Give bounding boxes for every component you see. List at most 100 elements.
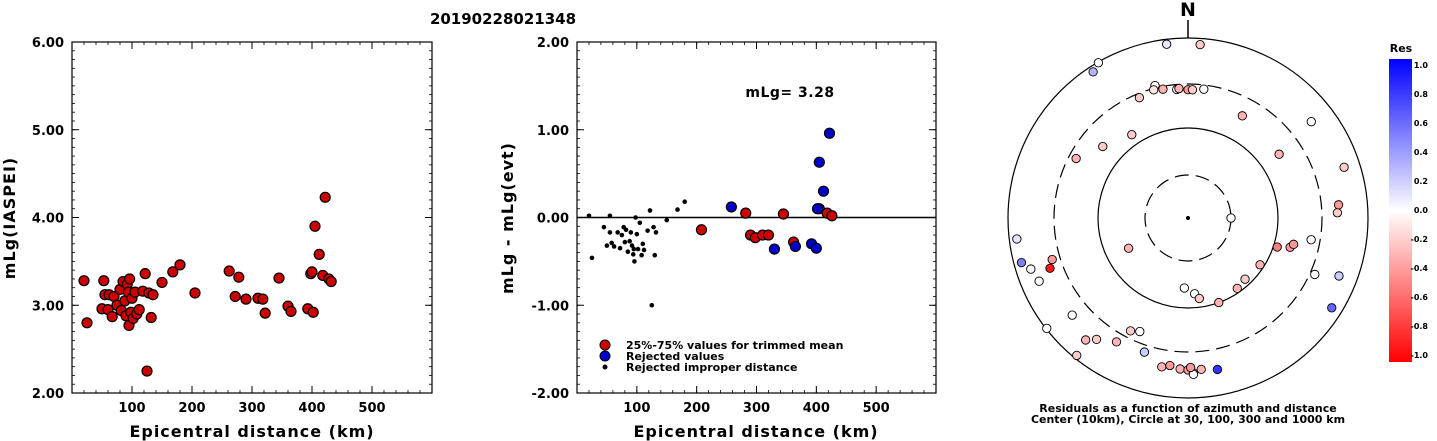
mid-rejected-point: [789, 240, 801, 253]
mid-improper-point: [607, 230, 613, 235]
left-used-point: [229, 290, 241, 303]
mid-improper-point: [589, 255, 595, 261]
polar-station-point: [1012, 234, 1022, 244]
mid-improper-point: [634, 231, 640, 237]
epicenter-marker: [1186, 216, 1190, 220]
mid-improper-point: [632, 259, 637, 264]
left-used-point: [78, 275, 90, 287]
left-used-point: [257, 293, 269, 305]
ring-300km: [1053, 83, 1323, 353]
mid-improper-point: [615, 230, 620, 235]
polar-station-point: [1149, 85, 1159, 95]
mid-improper-point: [629, 243, 635, 248]
polar-station-point: [1158, 84, 1168, 94]
left-used-point: [147, 289, 159, 301]
mid-rejected-point: [768, 243, 781, 255]
colorbar-tick-label: 0.4: [1414, 148, 1429, 157]
polar-station-point: [1194, 293, 1204, 304]
polar-station-point: [1310, 269, 1320, 280]
left-y-axis-label: mLg(IASPEI): [0, 157, 19, 279]
left-used-point: [240, 293, 252, 305]
mid-rejected-point: [817, 185, 830, 197]
polar-station-point: [1339, 162, 1349, 172]
mid-y-tick-label: -1.00: [532, 299, 569, 314]
left-x-tick-label: 500: [358, 401, 385, 416]
colorbar-tick-label: 0.2: [1414, 177, 1428, 186]
colorbar-title: Res: [1390, 42, 1413, 55]
polar-station-point: [1071, 153, 1081, 164]
mid-used-point: [777, 208, 790, 220]
left-y-tick-label: 2.00: [32, 387, 64, 402]
left-y-tick-label: 4.00: [32, 212, 64, 227]
mid-improper-point: [627, 238, 632, 244]
left-used-point: [325, 275, 337, 288]
mid-rejected-point: [823, 127, 836, 139]
mid-x-tick-label: 100: [623, 401, 650, 416]
mid-x-tick-label: 400: [803, 401, 830, 416]
mid-data-points: [586, 127, 838, 308]
left-x-axis-label: Epicentral distance (km): [129, 422, 374, 441]
polar-station-point: [1123, 243, 1134, 253]
polar-station-point: [1187, 85, 1198, 95]
mid-x-axis-label: Epicentral distance (km): [633, 422, 878, 441]
colorbar-tick-label: -1.0: [1411, 351, 1429, 360]
mid-improper-point: [586, 213, 592, 219]
mid-improper-point: [651, 224, 656, 230]
left-used-point: [285, 305, 297, 317]
polar-station-point: [1072, 350, 1082, 361]
north-label: N: [1180, 0, 1196, 21]
polar-station-point: [1026, 264, 1036, 274]
polar-station-point: [1067, 310, 1077, 320]
polar-station-point: [1334, 271, 1344, 281]
mid-y-axis-label: mLg - mLg(evt): [498, 142, 517, 294]
mid-improper-point: [633, 215, 638, 220]
mid-improper-point: [647, 208, 653, 213]
polar-station-point: [1081, 335, 1091, 345]
polar-station-point: [1134, 93, 1145, 103]
mid-rejected-point: [811, 203, 824, 215]
left-used-point: [124, 273, 136, 285]
polar-station-points: [1012, 39, 1349, 380]
residual-colorbar: Res 1.0 0.8 0.6 0.4 0.2 0.0 -0.2 -0.4 -0.6 -0.8 -1…: [1389, 42, 1428, 362]
legend: 25%-75% values for trimmed mean Rejected…: [599, 339, 843, 374]
colorbar-tick-label: 1.0: [1414, 61, 1429, 70]
mid-improper-point: [601, 224, 607, 230]
mid-improper-point: [639, 252, 644, 258]
left-used-point: [307, 306, 319, 318]
polar-station-point: [1127, 130, 1137, 140]
polar-station-point: [1272, 242, 1282, 252]
mid-used-point: [740, 207, 752, 219]
mid-used-point: [762, 229, 775, 241]
mid-improper-point: [664, 217, 670, 223]
mid-improper-point: [635, 246, 641, 252]
left-plot-frame: [71, 41, 433, 394]
polar-station-point: [1333, 200, 1344, 210]
mid-x-tick-label: 200: [683, 401, 710, 416]
mid-improper-point: [619, 232, 625, 238]
polar-station-point: [1098, 141, 1108, 152]
mlg-annotation: mLg= 3.28: [745, 85, 834, 101]
mid-improper-point: [640, 241, 646, 247]
mid-improper-point: [607, 213, 613, 219]
colorbar-tick-label: -0.4: [1411, 264, 1429, 273]
mid-rejected-point: [725, 201, 737, 213]
left-y-tick-label: 3.00: [32, 299, 64, 314]
legend-used-label: 25%-75% values for trimmed mean: [626, 339, 843, 352]
polar-station-point: [1045, 263, 1055, 273]
left-y-tick-label: 5.00: [32, 124, 64, 139]
polar-station-point: [1274, 149, 1284, 159]
polar-station-point: [1034, 276, 1044, 286]
mid-improper-point: [630, 252, 636, 257]
left-used-point: [306, 266, 318, 278]
polar-caption-line2: Center (10km), Circle at 30, 100, 300 an…: [1031, 413, 1345, 426]
mid-improper-point: [611, 244, 617, 249]
left-used-point: [223, 265, 235, 277]
polar-station-point: [1179, 283, 1189, 293]
polar-station-point: [1255, 260, 1265, 270]
polar-station-point: [1091, 334, 1102, 345]
polar-station-point: [1088, 67, 1098, 77]
polar-station-point: [1165, 360, 1175, 371]
colorbar-tick-label: 0.0: [1414, 206, 1429, 215]
